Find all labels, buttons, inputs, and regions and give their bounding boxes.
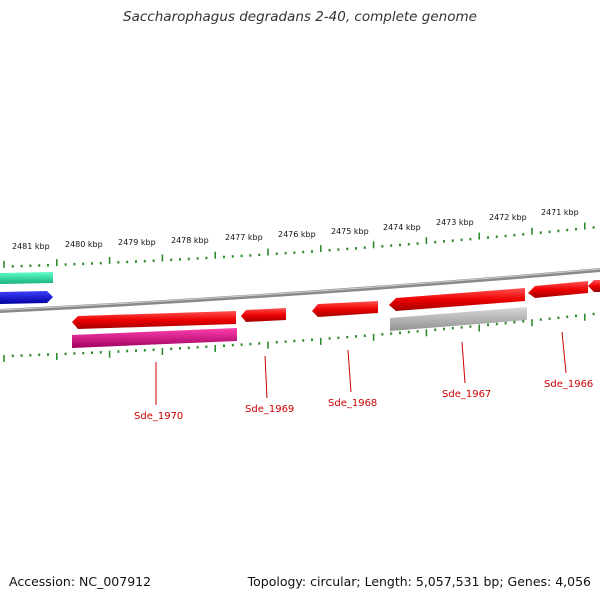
gene-label-sde-1966[interactable]: Sde_1966	[544, 379, 593, 390]
genome-summary-text: Topology: circular; Length: 5,057,531 bp…	[247, 574, 591, 589]
accession-text: Accession: NC_007912	[9, 574, 152, 589]
feature-magenta	[72, 328, 237, 348]
ruler-label-2476: 2476 kbp	[278, 230, 316, 239]
feature-teal	[0, 272, 53, 284]
ruler-label-2471: 2471 kbp	[541, 208, 579, 217]
feature-blue	[0, 291, 53, 304]
ruler-label-2472: 2472 kbp	[489, 213, 527, 222]
ruler-label-2481: 2481 kbp	[12, 242, 50, 251]
ruler-label-2480: 2480 kbp	[65, 240, 103, 249]
gene-arrow-sde-1966[interactable]	[528, 281, 588, 298]
gene-label-sde-1967[interactable]: Sde_1967	[442, 389, 491, 400]
leader-line-sde-1969	[264, 355, 268, 399]
leader-line-sde-1967	[461, 341, 466, 384]
ruler-label-2477: 2477 kbp	[225, 233, 263, 242]
ruler-label-2475: 2475 kbp	[331, 227, 369, 236]
leader-line-sde-1968	[347, 349, 352, 393]
gene-arrow-sde-1968[interactable]	[312, 301, 378, 317]
ruler-label-2473: 2473 kbp	[436, 218, 474, 227]
leader-line-sde-1966	[561, 331, 567, 374]
ruler-label-2478: 2478 kbp	[171, 236, 209, 245]
ruler-label-2474: 2474 kbp	[383, 223, 421, 232]
gene-label-sde-1969[interactable]: Sde_1969	[245, 404, 294, 415]
ruler-label-2479: 2479 kbp	[118, 238, 156, 247]
gene-label-sde-1970[interactable]: Sde_1970	[134, 411, 183, 422]
map-title: Saccharophagus degradans 2-40, complete …	[123, 9, 477, 25]
gene-label-sde-1968[interactable]: Sde_1968	[328, 398, 377, 409]
genome-backbone-highlight	[0, 268, 600, 311]
outer-ruler-ticks	[3, 222, 595, 268]
gene-arrow-sde-1969[interactable]	[241, 308, 286, 322]
gene-arrow-next[interactable]	[588, 280, 600, 292]
feature-gray	[390, 307, 527, 331]
gene-arrow-sde-1967[interactable]	[389, 288, 525, 311]
genome-backbone	[0, 268, 600, 313]
gene-arrow-sde-1970[interactable]	[72, 311, 236, 329]
inner-ruler-ticks	[3, 312, 595, 362]
